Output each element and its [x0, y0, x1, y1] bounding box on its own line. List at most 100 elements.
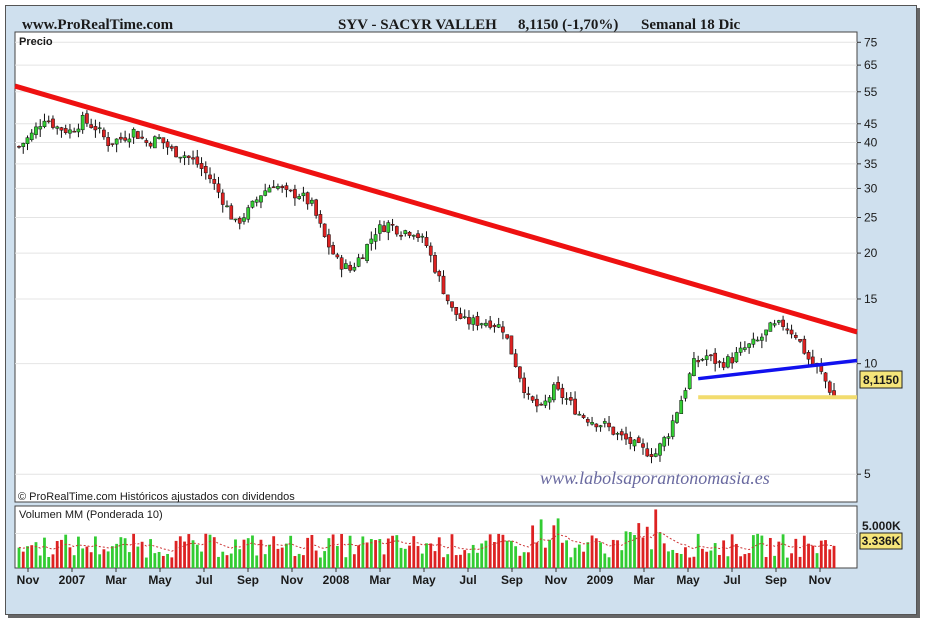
- volume-bar: [713, 543, 717, 568]
- candle-body: [263, 190, 268, 196]
- volume-bar: [43, 537, 46, 568]
- candle-body: [140, 136, 144, 139]
- volume-bar: [739, 556, 743, 568]
- candle-body: [658, 443, 662, 456]
- candle-body: [322, 223, 327, 237]
- candle-body: [356, 257, 361, 267]
- x-tick-label: Sep: [237, 573, 259, 587]
- candle-body: [335, 254, 340, 258]
- candle-body: [93, 126, 98, 131]
- y-tick-label: 45: [864, 117, 878, 131]
- volume-bar: [650, 549, 653, 568]
- candle-body: [216, 183, 221, 193]
- candle-body: [454, 307, 459, 315]
- volume-bar: [569, 557, 573, 568]
- volume-bar: [378, 539, 382, 568]
- candle-body: [144, 140, 149, 143]
- candle-body: [254, 199, 259, 203]
- volume-bar: [484, 540, 488, 568]
- x-tick-label: May: [148, 573, 172, 587]
- volume-bar: [709, 550, 713, 568]
- candle-body: [764, 329, 768, 336]
- candle-body: [560, 387, 565, 398]
- volume-bar: [459, 554, 462, 568]
- candle-body: [564, 398, 569, 400]
- volume-bar: [369, 539, 373, 568]
- candle-body: [208, 174, 212, 180]
- candle-body: [85, 113, 89, 124]
- x-tick-label: Sep: [765, 573, 787, 587]
- volume-bar: [386, 538, 390, 568]
- volume-bar: [628, 532, 632, 568]
- volume-bar: [234, 539, 237, 568]
- x-tick-label: Jul: [723, 573, 740, 587]
- volume-bar: [501, 534, 505, 568]
- candle-body: [276, 186, 280, 189]
- candle-body: [717, 361, 722, 363]
- candle-body: [284, 185, 289, 190]
- volume-bar: [259, 539, 263, 568]
- volume-bar: [718, 554, 721, 568]
- volume-bar: [348, 535, 352, 568]
- volume-bar: [225, 555, 229, 568]
- volume-bar: [170, 557, 174, 568]
- volume-bar: [573, 547, 577, 568]
- volume-bar: [616, 540, 619, 568]
- candle-body: [615, 433, 620, 435]
- candle-body: [165, 141, 170, 148]
- volume-bar: [777, 541, 781, 568]
- volume-bar: [798, 556, 802, 568]
- volume-bar: [174, 540, 178, 568]
- x-tick-label: Mar: [633, 573, 655, 587]
- volume-bar: [497, 533, 501, 568]
- volume-bar: [331, 534, 335, 568]
- candle-body: [704, 355, 709, 360]
- volume-bar: [811, 545, 815, 568]
- volume-bar: [420, 553, 424, 568]
- volume-bar: [607, 557, 611, 568]
- volume-bar: [722, 540, 726, 568]
- volume-bar: [696, 534, 700, 568]
- volume-bar: [552, 525, 556, 568]
- volume-bar: [276, 548, 280, 568]
- volume-bar: [514, 546, 518, 568]
- volume-bar: [641, 537, 645, 568]
- x-tick-label: Mar: [369, 573, 391, 587]
- candle-body: [488, 320, 493, 328]
- current-price-badge: [859, 370, 903, 389]
- volume-bar: [603, 553, 607, 568]
- volume-bar: [38, 555, 42, 568]
- candle-body: [352, 266, 357, 271]
- candle-body: [530, 396, 535, 401]
- volume-bar: [144, 557, 148, 568]
- volume-bar: [480, 543, 484, 568]
- candle-body: [441, 275, 446, 295]
- candle-body: [399, 234, 403, 237]
- candle-body: [619, 431, 624, 436]
- volume-bar: [535, 542, 539, 568]
- volume-bar: [442, 557, 445, 568]
- volume-bar: [412, 536, 416, 568]
- x-tick-label: May: [412, 573, 436, 587]
- volume-bar: [289, 535, 293, 568]
- candle-body: [46, 120, 51, 123]
- candle-body: [38, 126, 43, 130]
- candle-body: [161, 137, 166, 144]
- candle-body: [543, 400, 548, 406]
- candle-body: [755, 339, 760, 342]
- candle-body: [191, 157, 195, 160]
- x-tick-label: Jul: [195, 573, 212, 587]
- candle-body: [152, 136, 157, 149]
- candle-body: [55, 126, 60, 129]
- candle-body: [373, 234, 378, 242]
- volume-bar: [645, 526, 649, 568]
- volume-bar: [785, 557, 789, 568]
- volume-bar: [611, 539, 615, 568]
- volume-bar: [403, 548, 407, 568]
- volume-bar: [543, 547, 547, 568]
- volume-bar: [794, 538, 798, 568]
- candle-body: [195, 156, 200, 165]
- candle-body: [602, 421, 607, 424]
- volume-bar: [314, 550, 318, 568]
- candle-body: [590, 422, 594, 425]
